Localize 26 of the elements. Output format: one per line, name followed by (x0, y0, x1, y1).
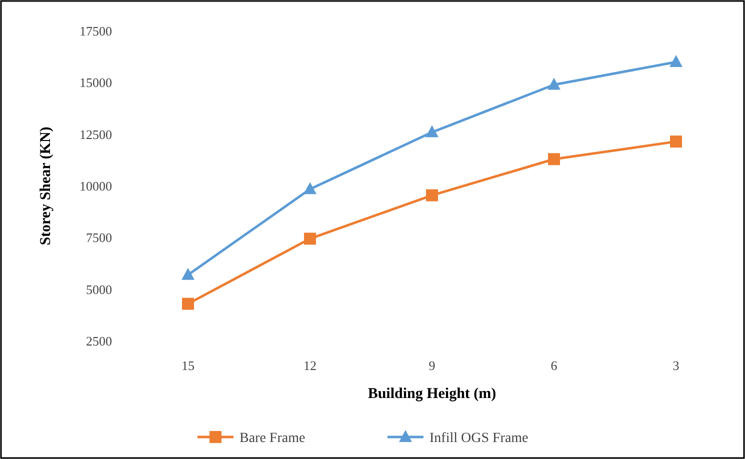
legend-label: Infill OGS Frame (430, 430, 528, 446)
point (670, 136, 682, 148)
point (182, 268, 194, 280)
y-tick-label: 10000 (80, 178, 112, 194)
x-tick-label: 6 (550, 358, 558, 373)
point (304, 232, 316, 245)
y-tick-label: 5000 (86, 282, 112, 297)
x-axis-title: Building Height (m) (368, 386, 496, 402)
y-axis-title: Storey Shear (KN) (38, 126, 54, 246)
point (670, 55, 682, 67)
x-tick-label: 9 (428, 358, 436, 373)
x-tick-label: 15 (182, 358, 194, 373)
point (548, 78, 560, 90)
x-tick-label: 12 (304, 358, 316, 373)
point (426, 125, 438, 138)
point (304, 182, 316, 194)
legend-label: Bare Frame (240, 430, 306, 446)
point (182, 298, 194, 310)
x-tick-label: 3 (672, 358, 680, 373)
y-tick-label: 12500 (80, 126, 112, 142)
y-tick-label: 2500 (86, 334, 112, 349)
point (548, 153, 560, 166)
y-tick-label: 15000 (80, 75, 112, 90)
y-tick-label: 7500 (86, 230, 112, 246)
point (426, 189, 438, 202)
y-tick-label: 17500 (80, 24, 112, 39)
